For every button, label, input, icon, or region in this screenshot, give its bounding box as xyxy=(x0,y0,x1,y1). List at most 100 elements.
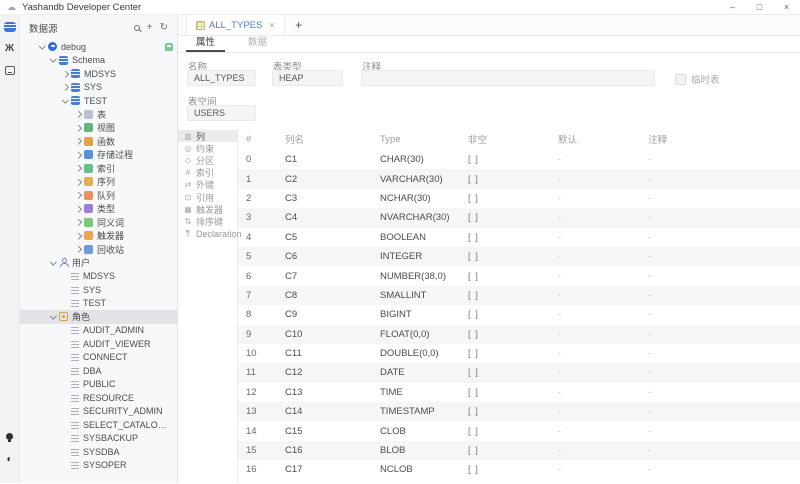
tree-item[interactable]: MDSYS xyxy=(20,270,177,284)
cell-type[interactable]: VARCHAR(30) xyxy=(380,173,443,185)
cell-type[interactable]: DOUBLE(0,0) xyxy=(380,348,439,360)
cell-default[interactable]: - xyxy=(558,386,562,398)
table-row[interactable]: 6 C7 NUMBER(38,0) [ ] - - xyxy=(238,266,800,285)
tree-item[interactable]: MDSYS xyxy=(20,67,177,81)
table-row[interactable]: 4 C5 BOOLEAN [ ] - - xyxy=(238,228,800,247)
cell-comment[interactable]: - xyxy=(648,309,652,321)
cell-notnull-checkbox[interactable]: [ ] xyxy=(468,154,479,166)
cell-notnull-checkbox[interactable]: [ ] xyxy=(468,231,479,243)
cell-default[interactable]: - xyxy=(558,212,562,224)
cell-comment[interactable]: - xyxy=(648,464,652,476)
tree-item[interactable]: SYS xyxy=(20,283,177,297)
cell-notnull-checkbox[interactable]: [ ] xyxy=(468,328,479,340)
tree-item[interactable]: 函数 xyxy=(20,135,177,149)
tree-item[interactable]: 类型 xyxy=(20,202,177,216)
tree-item[interactable]: 触发器 xyxy=(20,229,177,243)
cell-comment[interactable]: - xyxy=(648,289,652,301)
cell-notnull-checkbox[interactable]: [ ] xyxy=(468,173,479,185)
cell-comment[interactable]: - xyxy=(648,445,652,457)
tablespace-input[interactable]: USERS xyxy=(187,105,256,121)
tab-all-types[interactable]: ALL_TYPES × xyxy=(186,15,285,35)
chevron-icon[interactable] xyxy=(73,166,83,171)
chevron-icon[interactable] xyxy=(73,220,83,225)
cell-type[interactable]: NUMBER(38,0) xyxy=(380,270,446,282)
temp-table-checkbox[interactable] xyxy=(675,73,686,85)
cell-type[interactable]: BIGINT xyxy=(380,309,412,321)
cell-notnull-checkbox[interactable]: [ ] xyxy=(468,309,479,321)
tree-item[interactable]: AUDIT_ADMIN xyxy=(20,324,177,338)
cell-type[interactable]: BOOLEAN xyxy=(380,231,426,243)
cell-comment[interactable]: - xyxy=(648,154,652,166)
cell-default[interactable]: - xyxy=(558,425,562,437)
cell-notnull-checkbox[interactable]: [ ] xyxy=(468,406,479,418)
cell-column-name[interactable]: C2 xyxy=(285,173,298,185)
section-nav-item[interactable]: 排序键 xyxy=(178,215,237,227)
section-nav-item[interactable]: Declaration xyxy=(178,228,242,240)
cell-type[interactable]: CLOB xyxy=(380,425,406,437)
cell-column-name[interactable]: C7 xyxy=(285,270,298,282)
cell-type[interactable]: NCHAR(30) xyxy=(380,192,431,204)
cell-comment[interactable]: - xyxy=(648,212,652,224)
cell-comment[interactable]: - xyxy=(648,425,652,437)
cell-comment[interactable]: - xyxy=(648,251,652,263)
comment-input[interactable] xyxy=(361,70,655,86)
close-icon[interactable]: × xyxy=(783,2,790,12)
new-tab-button[interactable]: + xyxy=(295,18,303,32)
table-row[interactable]: 11 C12 DATE [ ] - - xyxy=(238,363,800,383)
cell-comment[interactable]: - xyxy=(648,231,652,243)
cell-type[interactable]: FLOAT(0,0) xyxy=(380,328,430,340)
cell-type[interactable]: TIME xyxy=(380,386,403,398)
section-nav-item[interactable]: 列 xyxy=(178,130,237,143)
cell-notnull-checkbox[interactable]: [ ] xyxy=(468,192,479,204)
cell-column-name[interactable]: C12 xyxy=(285,367,303,379)
tree-item[interactable]: SECURITY_ADMIN xyxy=(20,405,177,419)
tree-item[interactable]: 序列 xyxy=(20,175,177,189)
tree-item[interactable]: TEST xyxy=(20,94,177,108)
tree-item[interactable]: TEST xyxy=(20,297,177,311)
table-row[interactable]: 10 C11 DOUBLE(0,0) [ ] - - xyxy=(238,344,800,363)
chevron-icon[interactable] xyxy=(73,180,83,185)
chevron-icon[interactable] xyxy=(73,234,83,239)
table-row[interactable]: 7 C8 SMALLINT [ ] - - xyxy=(238,285,800,306)
cell-column-name[interactable]: C1 xyxy=(285,154,298,166)
cell-column-name[interactable]: C5 xyxy=(285,231,298,243)
tree-item[interactable]: Schema xyxy=(20,54,177,68)
tree-item[interactable]: SYSBACKUP xyxy=(20,432,177,446)
cell-column-name[interactable]: C14 xyxy=(285,406,303,418)
tree-item[interactable]: SYSOPER xyxy=(20,459,177,473)
cell-type[interactable]: TIMESTAMP xyxy=(380,406,435,418)
cell-default[interactable]: - xyxy=(558,464,562,476)
section-nav-item[interactable]: 外键 xyxy=(178,179,237,191)
table-row[interactable]: 3 C4 NVARCHAR(30) [ ] - - xyxy=(238,208,800,228)
cell-default[interactable]: - xyxy=(558,348,562,360)
tree-item[interactable]: SELECT_CATALOG_ROLE xyxy=(20,418,177,432)
cell-column-name[interactable]: C9 xyxy=(285,309,298,321)
cell-column-name[interactable]: C6 xyxy=(285,251,298,263)
chevron-icon[interactable] xyxy=(37,45,47,50)
chevron-icon[interactable] xyxy=(73,247,83,252)
tree-item[interactable]: 存储过程 xyxy=(20,148,177,162)
theme-toggle-icon[interactable]: ◐ xyxy=(6,454,13,465)
cell-column-name[interactable]: C11 xyxy=(285,348,302,360)
tree-item[interactable]: SYS xyxy=(20,81,177,95)
cell-default[interactable]: - xyxy=(558,251,562,263)
cell-notnull-checkbox[interactable]: [ ] xyxy=(468,445,479,457)
table-row[interactable]: 15 C16 BLOB [ ] - - xyxy=(238,440,800,461)
tree-item[interactable]: 队列 xyxy=(20,189,177,203)
minimize-icon[interactable]: – xyxy=(729,2,735,12)
tree-item[interactable]: DBA xyxy=(20,364,177,378)
cell-notnull-checkbox[interactable]: [ ] xyxy=(468,464,479,476)
cell-column-name[interactable]: C16 xyxy=(285,445,303,457)
cell-column-name[interactable]: C17 xyxy=(285,464,303,476)
cell-default[interactable]: - xyxy=(558,289,562,301)
tree-item[interactable]: AUDIT_VIEWER xyxy=(20,337,177,351)
tree-item[interactable]: 同义词 xyxy=(20,216,177,230)
search-icon[interactable] xyxy=(133,24,140,31)
cell-column-name[interactable]: C3 xyxy=(285,192,298,204)
cell-type[interactable]: CHAR(30) xyxy=(380,154,424,166)
cell-comment[interactable]: - xyxy=(648,192,652,204)
cell-notnull-checkbox[interactable]: [ ] xyxy=(468,386,479,398)
cell-column-name[interactable]: C15 xyxy=(285,425,303,437)
tree-item[interactable]: PUBLIC xyxy=(20,378,177,392)
table-row[interactable]: 0 C1 CHAR(30) [ ] - - xyxy=(238,150,800,169)
